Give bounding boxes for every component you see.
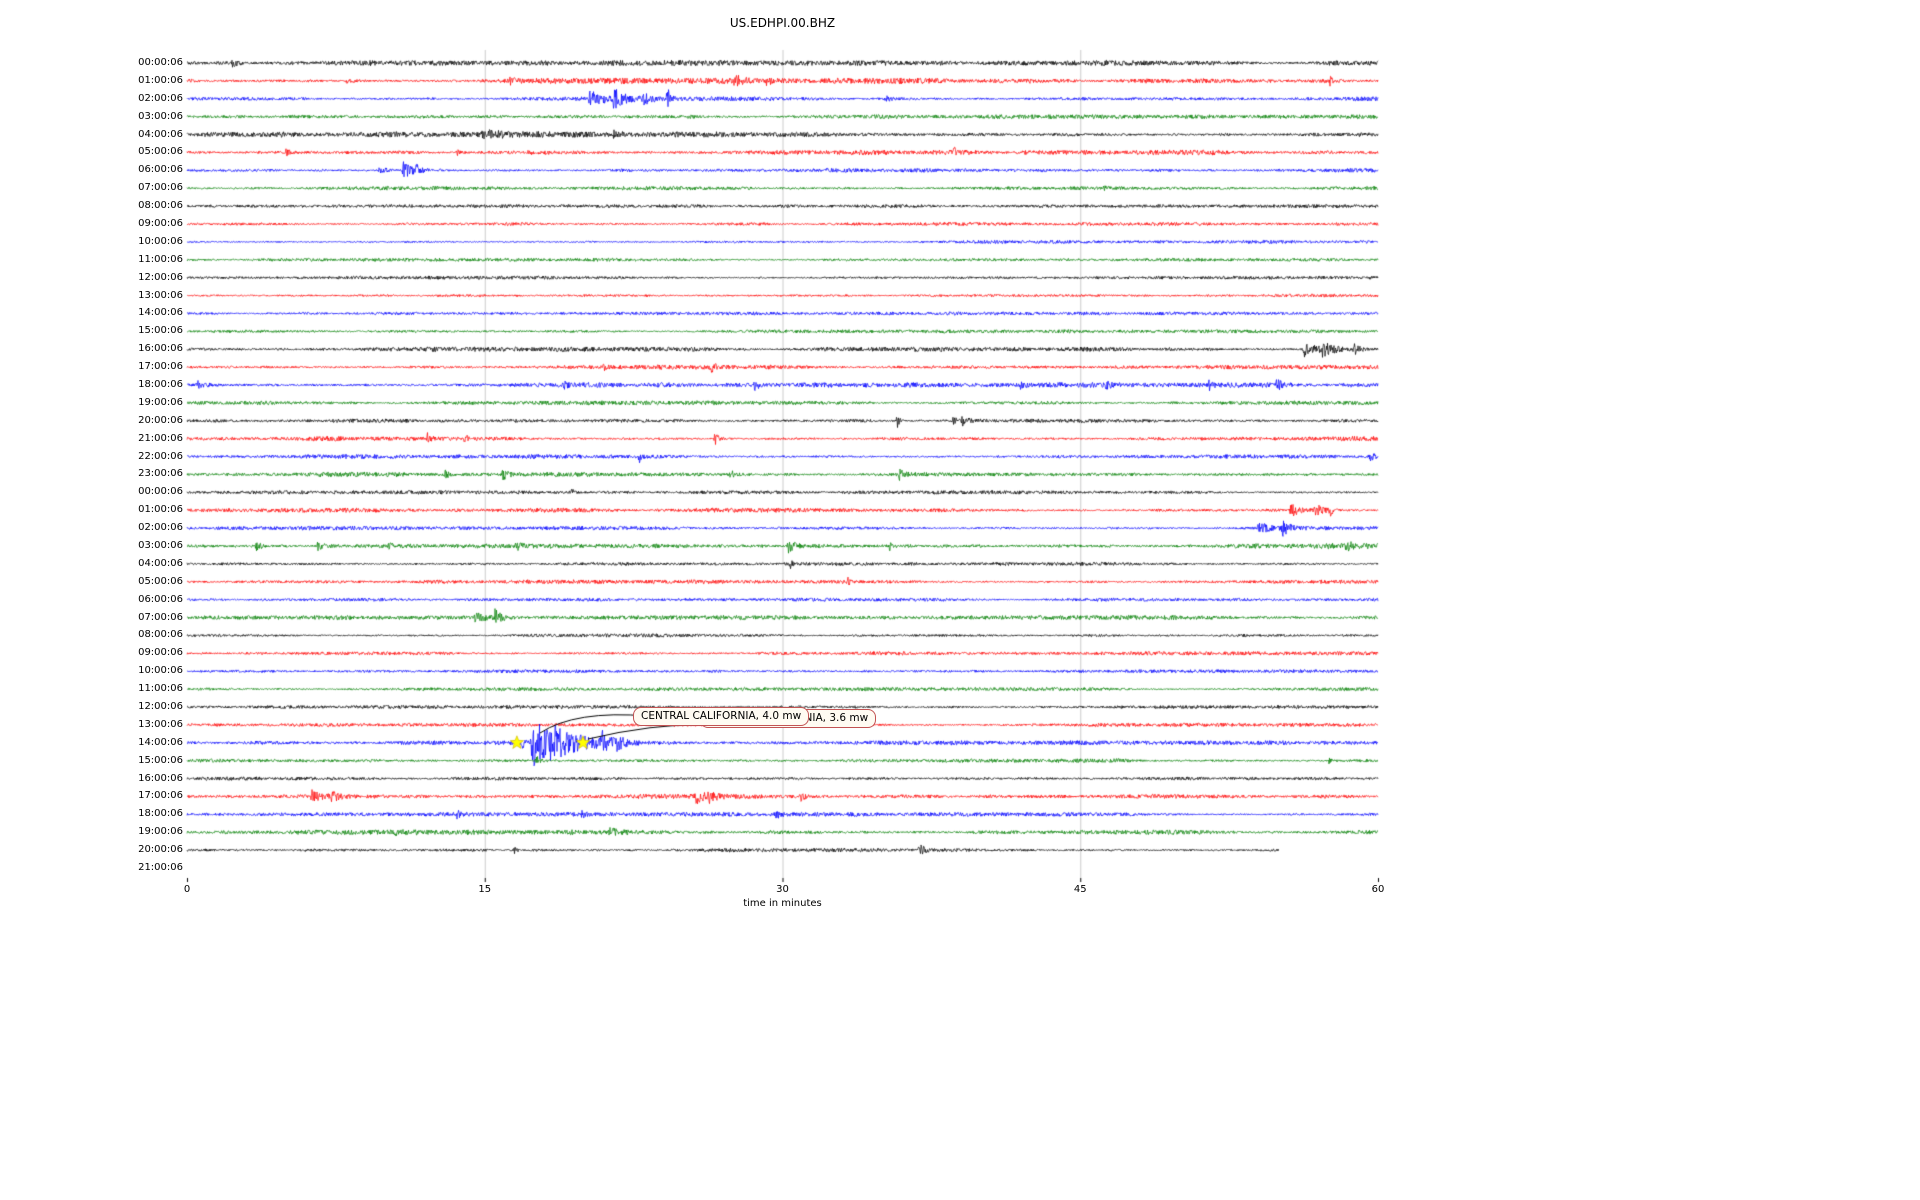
trace-time-label: 23:00:06 <box>138 468 183 480</box>
trace-time-label: 13:00:06 <box>138 289 183 301</box>
x-tick-label: 15 <box>478 884 492 895</box>
trace-time-label: 06:00:06 <box>138 164 183 176</box>
trace-time-label: 18:00:06 <box>138 808 183 820</box>
trace-time-label: 08:00:06 <box>138 200 183 212</box>
x-tick-label: 45 <box>1073 884 1087 895</box>
trace-time-label: 05:00:06 <box>138 575 183 587</box>
trace-time-label: 09:00:06 <box>138 218 183 229</box>
trace-time-label: 16:00:06 <box>138 772 183 784</box>
trace-time-label: 07:00:06 <box>138 611 183 623</box>
trace-time-label: 17:00:06 <box>138 790 183 802</box>
trace-time-label: 02:00:06 <box>138 92 183 104</box>
trace-time-label: 09:00:06 <box>138 647 183 659</box>
trace-time-label: 22:00:06 <box>138 450 183 462</box>
x-tick-label: 30 <box>776 884 789 895</box>
trace-time-label: 04:00:06 <box>138 557 183 569</box>
trace-time-label: 11:00:06 <box>138 683 183 695</box>
trace-time-label: 14:00:06 <box>138 307 183 319</box>
trace-time-label: 03:00:06 <box>138 110 183 122</box>
trace-time-label: 15:00:06 <box>138 325 183 337</box>
trace-time-label: 16:00:06 <box>138 343 183 355</box>
trace-time-label: 18:00:06 <box>138 379 183 390</box>
x-tick-label: 0 <box>183 884 191 895</box>
trace-time-label: 15:00:06 <box>138 754 183 766</box>
trace-time-label: 01:00:06 <box>138 504 183 516</box>
trace-time-label: 13:00:06 <box>138 718 183 730</box>
trace-time-label: 10:00:06 <box>138 665 183 677</box>
trace-time-label: 10:00:06 <box>138 235 183 247</box>
trace-time-label: 06:00:06 <box>138 593 183 605</box>
event-annotation-primary: CENTRAL CALIFORNIA, 4.0 mw <box>633 707 810 726</box>
trace-time-label: 21:00:06 <box>138 862 183 873</box>
trace-time-label: 12:00:06 <box>138 701 183 712</box>
trace-time-label: 08:00:06 <box>138 629 183 641</box>
trace-time-label: 01:00:06 <box>138 74 183 86</box>
trace-time-label: 14:00:06 <box>138 736 183 748</box>
trace-time-label: 19:00:06 <box>138 826 183 838</box>
x-axis-label: time in minutes <box>743 898 822 909</box>
trace-time-label: 02:00:06 <box>138 522 183 534</box>
trace-time-label: 12:00:06 <box>138 271 183 283</box>
trace-time-label: 17:00:06 <box>138 361 183 373</box>
figure-title: US.EDHPI.00.BHZ <box>729 16 836 30</box>
trace-time-label: 07:00:06 <box>138 182 183 194</box>
x-tick-label: 60 <box>1371 884 1385 895</box>
trace-time-label: 11:00:06 <box>138 253 183 265</box>
trace-time-label: 20:00:06 <box>138 414 183 426</box>
trace-time-label: 05:00:06 <box>138 146 183 158</box>
trace-time-label: 21:00:06 <box>138 432 183 444</box>
trace-time-label: 03:00:06 <box>138 540 183 551</box>
trace-time-label: 00:00:06 <box>138 57 183 68</box>
trace-time-label: 04:00:06 <box>138 128 183 140</box>
trace-time-label: 20:00:06 <box>138 844 183 856</box>
trace-time-label: 00:00:06 <box>138 486 183 498</box>
trace-time-label: 19:00:06 <box>138 396 183 408</box>
